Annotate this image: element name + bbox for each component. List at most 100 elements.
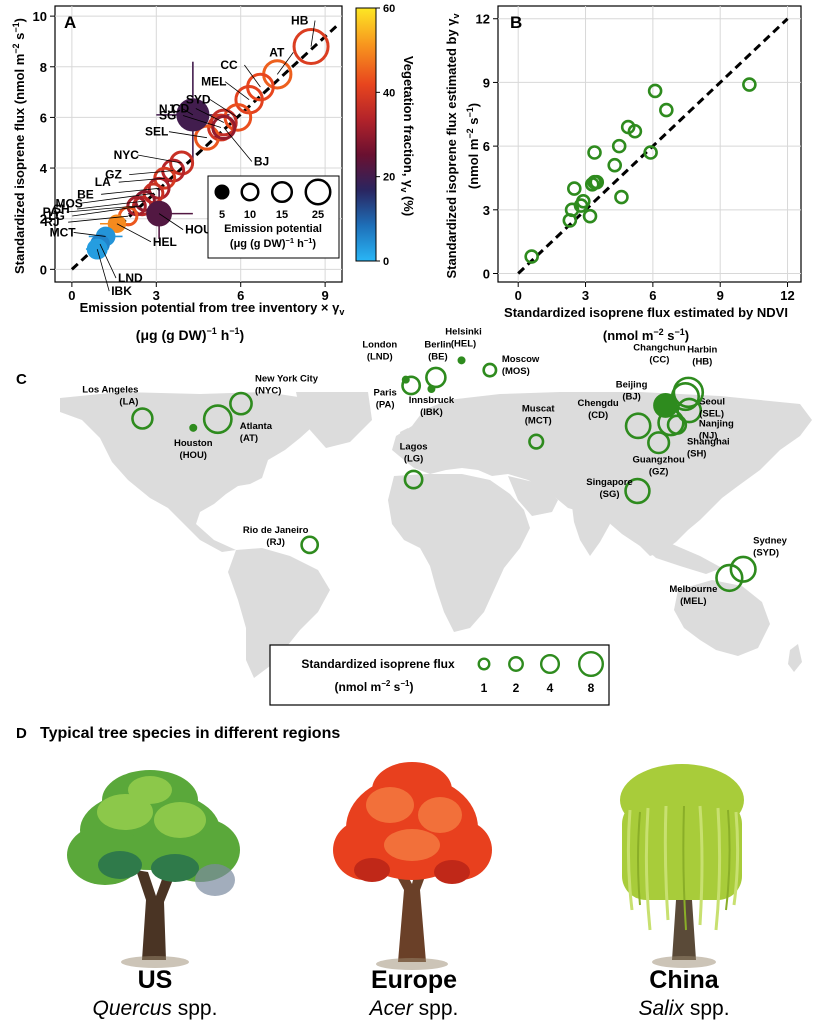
scatter-point (575, 194, 591, 209)
y-tick-label: 0 (483, 267, 490, 282)
leader-line (116, 223, 152, 243)
panel-c: C Los Angeles(LA)H (16, 326, 812, 706)
scatter-point (643, 145, 658, 160)
colorbar-tick-label: 20 (383, 172, 395, 184)
y-tick-label: 6 (483, 139, 490, 154)
point-label: HB (291, 14, 309, 28)
point-label: HEL (153, 235, 177, 249)
leader-line (99, 243, 117, 279)
city-name: Lagos (400, 442, 428, 453)
leader-line (118, 177, 165, 183)
city-marker (457, 356, 466, 365)
point-cd (209, 108, 238, 137)
city-name: Sydney (753, 535, 788, 546)
panel-d: D Typical tree species in different regi… (16, 725, 744, 970)
panel-a-ticks: 0 3 6 9 0 2 4 6 8 10 (33, 9, 329, 303)
point-label: RJ (44, 215, 59, 229)
city-code: (HB) (692, 356, 712, 367)
city-name: Innsbruck (409, 395, 455, 406)
city-name: Singapore (586, 477, 632, 488)
leader-line (310, 20, 316, 47)
city-name: Houston (174, 438, 213, 449)
point-label: PA (43, 205, 59, 219)
point-label: MOS (55, 196, 82, 210)
point-label: SYD (186, 92, 211, 106)
scatter-point (614, 189, 629, 205)
scatter-point (587, 145, 602, 160)
point-label: AT (269, 45, 285, 59)
point-label: MEL (201, 75, 226, 89)
city-marker (403, 469, 424, 490)
city-code: (HOU) (180, 450, 207, 461)
city-code: (LG) (404, 454, 424, 465)
city-marker (229, 391, 253, 416)
size-legend-unit: (μg (g DW)−1 h−1) (230, 236, 317, 250)
leader-line (129, 170, 174, 175)
panel-a-xlabel: Emission potential from tree inventory ×… (80, 300, 345, 317)
city-code: (MEL) (680, 596, 706, 607)
size-legend-circle (304, 178, 332, 206)
tree-caption-china: China Salix spp. (584, 966, 784, 1021)
y-tick-label: 12 (476, 12, 490, 27)
panel-b-ylabel: Standardized isoprene flux estimated by … (444, 13, 461, 278)
city-code: (SH) (687, 449, 707, 460)
city-name: Changchun (633, 343, 685, 354)
leader-line (168, 131, 208, 139)
map-legend-value: 1 (481, 681, 488, 695)
leader-line (137, 154, 182, 164)
panel-a-xlabel-unit: (μg (g DW)−1 h−1) (136, 326, 244, 343)
city-marker (624, 412, 652, 440)
city-marker (624, 477, 651, 505)
x-tick-label: 12 (780, 288, 794, 303)
city-code: (GZ) (649, 467, 669, 478)
city-code: (IBK) (420, 407, 443, 418)
city-code: (PA) (376, 399, 395, 410)
city-code: (HEL) (451, 338, 476, 349)
world-land (60, 392, 812, 678)
map-legend-unit: (nmol m−2 s−1) (335, 679, 414, 694)
city-code: (SYD) (753, 547, 779, 558)
point-label: IBK (111, 284, 132, 298)
scatter-point (627, 123, 643, 139)
scatter-point (582, 208, 598, 224)
point-label: CC (220, 58, 238, 72)
y-tick-label: 2 (40, 212, 47, 227)
city-marker (425, 366, 447, 389)
point-label: SH (53, 202, 70, 216)
y-tick-label: 10 (33, 9, 47, 24)
city-name: Guangzhou (633, 455, 685, 466)
city-marker (401, 375, 422, 396)
panel-b-points (524, 77, 757, 264)
point-bj (211, 115, 237, 141)
city-marker (300, 535, 320, 555)
leader-line (72, 205, 143, 217)
panel-a-ylabel: Standardized isoprene flux (nmol m−2 s−1… (11, 18, 27, 274)
city-code: (LA) (119, 397, 138, 408)
city-code: (NJ) (699, 431, 717, 442)
map-legend-value: 8 (588, 681, 595, 695)
point-label: CD (172, 101, 190, 115)
city-name: Berlin (424, 339, 451, 350)
city-name: London (362, 340, 397, 351)
map-legend-circle (508, 656, 524, 672)
city-name: Harbin (687, 344, 717, 355)
x-tick-label: 9 (717, 288, 724, 303)
tree-region: US (137, 966, 173, 994)
leader-line (209, 99, 239, 118)
size-legend-value: 10 (244, 209, 256, 221)
point-label: HOU (185, 223, 212, 237)
size-legend-value: 5 (219, 209, 225, 221)
size-legend-value: 25 (312, 209, 324, 221)
map-legend-circle (477, 657, 491, 671)
city-marker (189, 423, 198, 432)
panel-c-letter: C (16, 371, 27, 388)
map-legend-title: Standardized isoprene flux (301, 657, 455, 671)
city-name: Beijing (616, 379, 648, 390)
tree-caption-europe: Europe Acer spp. (314, 966, 514, 1021)
map-legend-circle (578, 651, 604, 677)
city-code: (LND) (367, 352, 393, 363)
y-tick-label: 6 (40, 110, 47, 125)
panel-b-ylabel-unit: (nmol m−2 s−1) (465, 103, 481, 189)
city-marker (131, 407, 154, 430)
